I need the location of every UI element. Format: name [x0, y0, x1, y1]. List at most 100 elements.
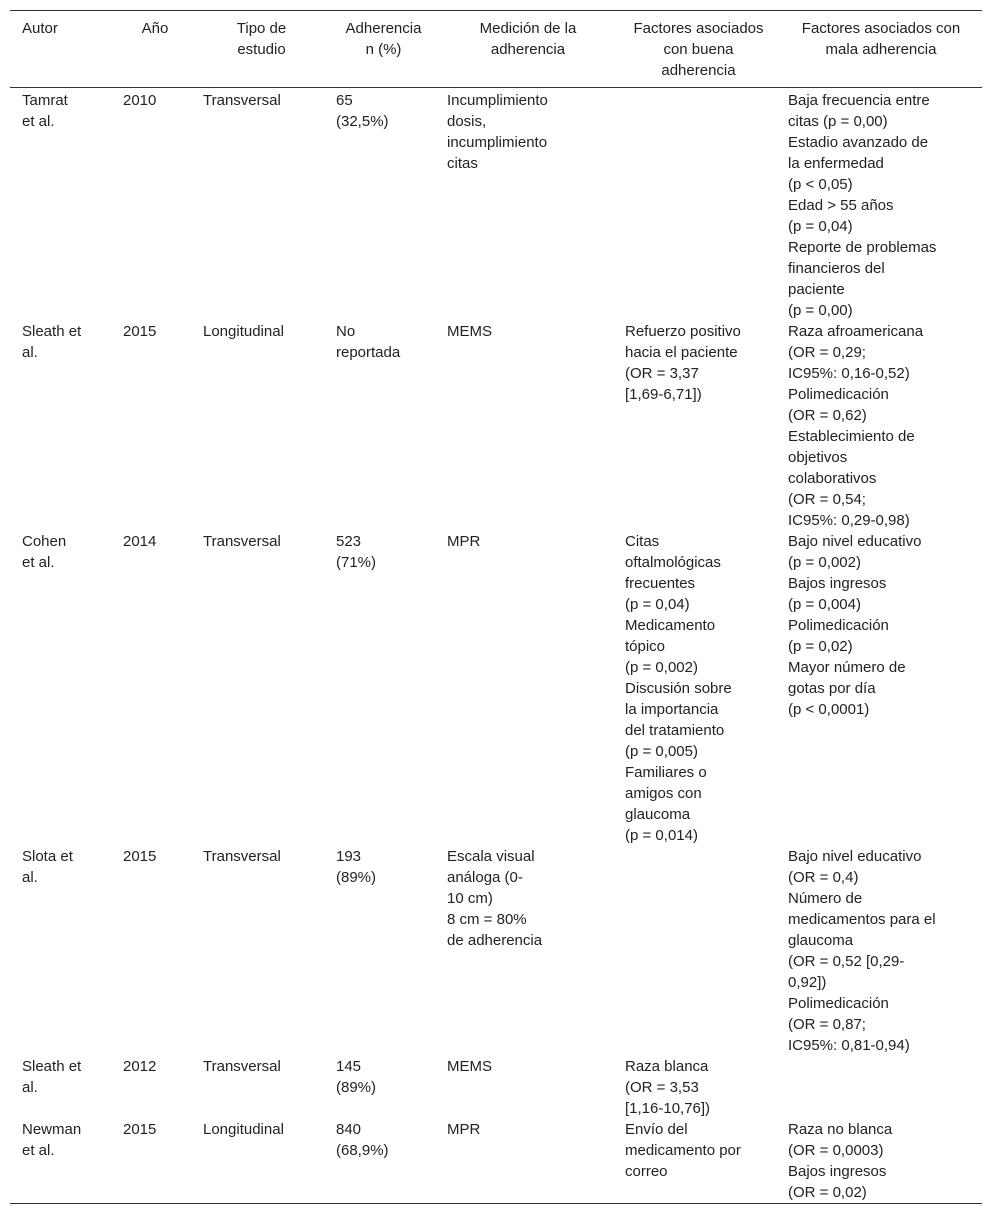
cell-line: 65 — [336, 92, 353, 109]
cell-line: Polimedicación — [788, 995, 889, 1012]
cell-line: Citas — [625, 533, 660, 550]
table-cell: 145 (89%) — [328, 1056, 439, 1119]
cell-line: adherencia — [490, 41, 566, 58]
cell-line: Incumplimiento — [447, 92, 548, 109]
table-cell: Envío del medicamento por correo — [617, 1119, 780, 1204]
cell-line: (OR = 0,54; — [788, 491, 866, 508]
table-cell: No reportada — [328, 321, 439, 531]
cell-line: 840 — [336, 1121, 362, 1138]
cell-line: (p = 0,02) — [788, 638, 853, 655]
cell-line: Envío del — [625, 1121, 688, 1138]
table-cell: 2015 — [115, 1119, 195, 1204]
cell-line: (OR = 0,52 [0,29- — [788, 953, 905, 970]
cell-line: (p = 0,00) — [788, 302, 853, 319]
header-row: Autor Año Tipo de estudio Adherencia n (%) Med… — [10, 10, 982, 88]
cell-line: et al. — [22, 554, 55, 571]
cell-line: Estadio avanzado de — [788, 134, 929, 151]
cell-line: Refuerzo positivo — [625, 323, 741, 340]
cell-line: correo — [625, 1163, 668, 1180]
cell-line: (p = 0,004) — [788, 596, 861, 613]
cell-line: (p = 0,04) — [625, 596, 690, 613]
cell-line: Medición de la — [479, 20, 577, 37]
cell-line: Bajo nivel educativo — [788, 848, 922, 865]
cell-line: Tipo de — [236, 20, 287, 37]
cell-line: (OR = 0,0003) — [788, 1142, 884, 1159]
cell-line: incumplimiento — [447, 134, 548, 151]
cell-line: al. — [22, 1079, 38, 1096]
table-cell: MPR — [439, 531, 617, 846]
cell-line: Polimedicación — [788, 617, 889, 634]
cell-line: 2015 — [123, 323, 157, 340]
table-row: Newman et al. 2015 Longitudinal 840 (68,9%) MP… — [10, 1119, 982, 1204]
cell-line: (OR = 3,53 — [625, 1079, 699, 1096]
table-cell: Longitudinal — [195, 1119, 328, 1204]
table-cell: Sleath et al. — [10, 1056, 115, 1119]
table-cell — [780, 1056, 982, 1119]
cell-line: (OR = 0,02) — [788, 1184, 867, 1201]
cell-line: (OR = 0,62) — [788, 407, 867, 424]
cell-line: al. — [22, 344, 38, 361]
cell-line: (p < 0,0001) — [788, 701, 870, 718]
cell-line: glaucoma — [788, 932, 854, 949]
cell-line: 2010 — [123, 92, 157, 109]
cell-line: n (%) — [365, 41, 402, 58]
table-cell: Cohen et al. — [10, 531, 115, 846]
cell-line: IC95%: 0,16-0,52) — [788, 365, 910, 382]
header-cell: Autor — [10, 11, 115, 88]
table-cell: Refuerzo positivo hacia el paciente (OR = … — [617, 321, 780, 531]
header-cell: Tipo de estudio — [195, 11, 328, 88]
cell-line: (p < 0,05) — [788, 176, 853, 193]
cell-line: con buena — [663, 41, 734, 58]
cell-line: Baja frecuencia entre — [788, 92, 930, 109]
table-cell: Slota et al. — [10, 846, 115, 1056]
cell-line: Establecimiento de — [788, 428, 915, 445]
cell-line: financieros del — [788, 260, 885, 277]
table-cell: 2014 — [115, 531, 195, 846]
cell-line: (OR = 3,37 — [625, 365, 699, 382]
cell-line: Mayor número de — [788, 659, 906, 676]
table-cell: Newman et al. — [10, 1119, 115, 1204]
cell-line: paciente — [788, 281, 845, 298]
table-cell: Sleath et al. — [10, 321, 115, 531]
cell-line: Tamrat — [22, 92, 68, 109]
cell-line: Raza afroamericana — [788, 323, 924, 340]
table-header: Autor Año Tipo de estudio Adherencia n (%) Med… — [10, 10, 982, 88]
cell-line: 0,92]) — [788, 974, 827, 991]
table-cell: Baja frecuencia entre citas (p = 0,00) Est… — [780, 88, 982, 322]
cell-line: MEMS — [447, 1058, 492, 1075]
cell-line: adherencia — [661, 62, 736, 79]
cell-line: medicamentos para el — [788, 911, 936, 928]
cell-line: análoga (0- — [447, 869, 523, 886]
cell-line: (OR = 0,4) — [788, 869, 859, 886]
cell-line: IC95%: 0,81-0,94) — [788, 1037, 910, 1054]
table-cell: Transversal — [195, 846, 328, 1056]
cell-line: Reporte de problemas — [788, 239, 937, 256]
cell-line: MPR — [447, 1121, 481, 1138]
table-cell: Raza blanca (OR = 3,53 [1,16-10,76]) — [617, 1056, 780, 1119]
cell-line: Polimedicación — [788, 386, 889, 403]
table-cell: MEMS — [439, 321, 617, 531]
header-cell: Factores asociados con mala adherencia — [780, 11, 982, 88]
cell-line: Bajo nivel educativo — [788, 533, 922, 550]
table-cell: 65 (32,5%) — [328, 88, 439, 322]
cell-line: Transversal — [203, 848, 281, 865]
cell-line: Longitudinal — [203, 1121, 284, 1138]
table-cell: Escala visual análoga (0- 10 cm) 8 cm = 80%… — [439, 846, 617, 1056]
cell-line: (89%) — [336, 1079, 377, 1096]
cell-line: Edad > 55 años — [788, 197, 894, 214]
cell-line: estudio — [237, 41, 286, 58]
table-cell: Longitudinal — [195, 321, 328, 531]
cell-line: citas — [447, 155, 478, 172]
header-cell: Factores asociados con buena adherencia — [617, 11, 780, 88]
table-cell: 2012 — [115, 1056, 195, 1119]
cell-line: 523 — [336, 533, 362, 550]
cell-line: Transversal — [203, 533, 281, 550]
table-row: Tamrat et al. 2010 Transversal 65 (32,5%) Incu… — [10, 88, 982, 322]
header-cell: Adherencia n (%) — [328, 11, 439, 88]
cell-line: 193 — [336, 848, 362, 865]
table-row: Sleath et al. 2012 Transversal 145 (89%) MEMS R… — [10, 1056, 982, 1119]
cell-line: [1,69-6,71]) — [625, 386, 702, 403]
cell-line: glaucoma — [625, 806, 691, 823]
cell-line: (OR = 0,29; — [788, 344, 866, 361]
